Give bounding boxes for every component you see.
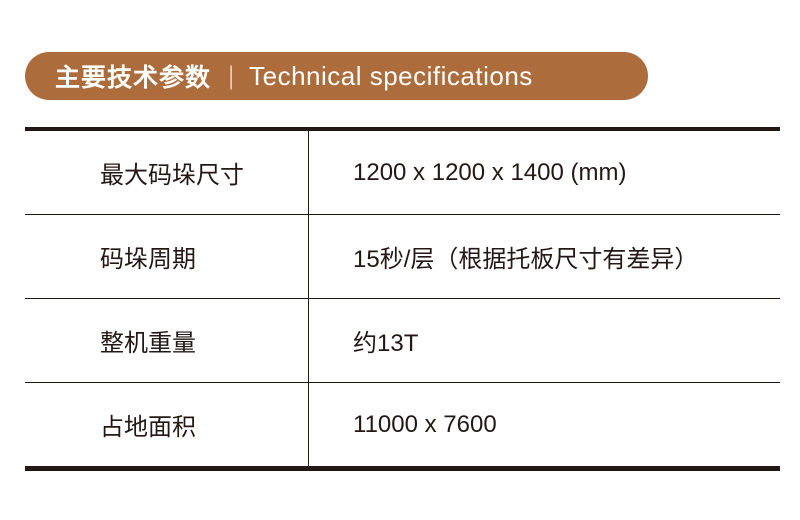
title-english: Technical specifications [249, 60, 533, 91]
title-separator: | [227, 62, 236, 90]
spec-label: 整机重量 [25, 299, 309, 382]
bottom-rule [25, 467, 780, 471]
table-row: 整机重量 约13T [25, 299, 780, 383]
table-row: 最大码垛尺寸 1200 x 1200 x 1400 (mm) [25, 131, 780, 215]
section-header: 主要技术参数 | Technical specifications [25, 52, 648, 100]
top-rule [25, 127, 780, 131]
table-row: 占地面积 11000 x 7600 [25, 383, 780, 467]
spec-label: 码垛周期 [25, 215, 309, 298]
spec-label: 最大码垛尺寸 [25, 131, 309, 214]
spec-label: 占地面积 [25, 383, 309, 466]
table-row: 码垛周期 15秒/层（根据托板尺寸有差异） [25, 215, 780, 299]
spec-table: 最大码垛尺寸 1200 x 1200 x 1400 (mm) 码垛周期 15秒/… [25, 127, 780, 471]
spec-value: 15秒/层（根据托板尺寸有差异） [353, 246, 699, 273]
spec-value: 约13T [353, 330, 419, 357]
title-chinese: 主要技术参数 [55, 63, 212, 92]
spec-value: 1200 x 1200 x 1400 (mm) [353, 158, 627, 186]
spec-value: 11000 x 7600 [353, 410, 497, 438]
